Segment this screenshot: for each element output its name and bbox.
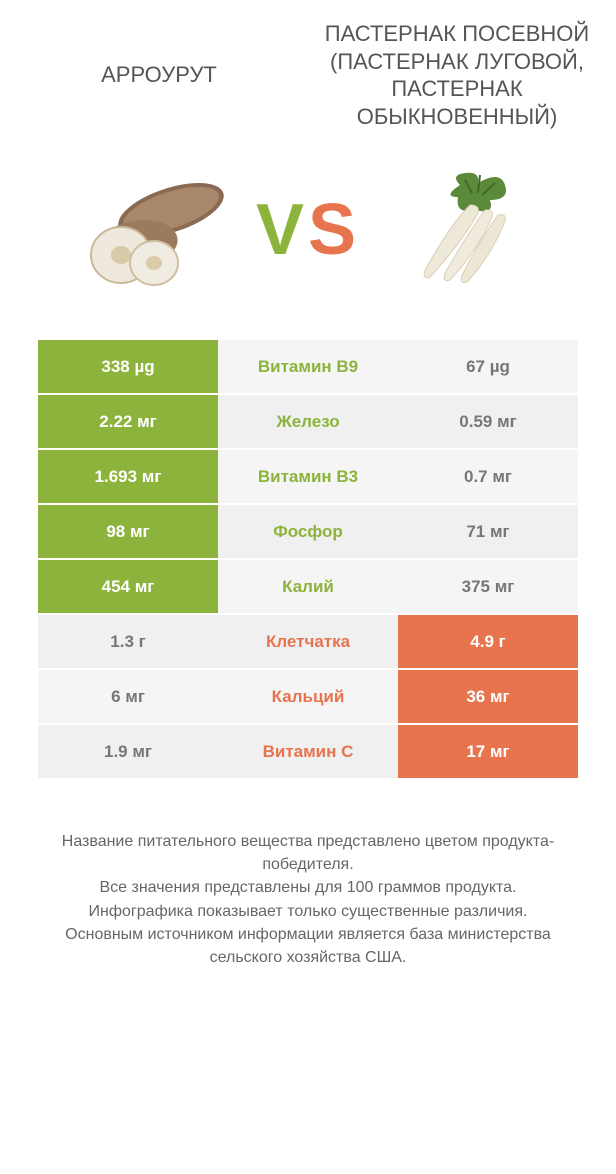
vs-row: VS xyxy=(0,150,616,310)
footnote: Название питательного вещества представл… xyxy=(28,830,588,969)
left-food-image xyxy=(76,150,236,310)
nutrient-name: Витамин C xyxy=(218,725,398,778)
left-value: 1.3 г xyxy=(38,615,218,668)
nutrient-name: Клетчатка xyxy=(218,615,398,668)
right-value: 36 мг xyxy=(398,670,578,723)
table-row: 1.693 мгВитамин B30.7 мг xyxy=(38,450,578,505)
right-value: 67 µg xyxy=(398,340,578,393)
table-row: 1.9 мгВитамин C17 мг xyxy=(38,725,578,780)
footnote-line: Название питательного вещества представл… xyxy=(28,830,588,876)
left-value: 98 мг xyxy=(38,505,218,558)
table-row: 6 мгКальций36 мг xyxy=(38,670,578,725)
nutrient-name: Железо xyxy=(218,395,398,448)
right-value: 375 мг xyxy=(398,560,578,613)
nutrient-name: Витамин B3 xyxy=(218,450,398,503)
right-food-image xyxy=(380,150,540,310)
nutrient-name: Витамин B9 xyxy=(218,340,398,393)
table-row: 1.3 гКлетчатка4.9 г xyxy=(38,615,578,670)
left-value: 454 мг xyxy=(38,560,218,613)
header: АРРОУРУТ ПАСТЕРНАК ПОСЕВНОЙ (ПАСТЕРНАК Л… xyxy=(0,0,616,130)
left-value: 6 мг xyxy=(38,670,218,723)
left-value: 338 µg xyxy=(38,340,218,393)
arrowroot-icon xyxy=(76,165,236,295)
right-value: 4.9 г xyxy=(398,615,578,668)
comparison-table: 338 µgВитамин B967 µg2.22 мгЖелезо0.59 м… xyxy=(38,340,578,780)
left-value: 2.22 мг xyxy=(38,395,218,448)
vs-label: VS xyxy=(256,189,360,271)
right-value: 17 мг xyxy=(398,725,578,778)
header-right: ПАСТЕРНАК ПОСЕВНОЙ (ПАСТЕРНАК ЛУГОВОЙ, П… xyxy=(308,20,606,130)
vs-s: S xyxy=(308,190,360,270)
left-food-title: АРРОУРУТ xyxy=(101,61,217,89)
nutrient-name: Калий xyxy=(218,560,398,613)
parsnip-icon xyxy=(380,165,540,295)
footnote-line: Основным источником информации является … xyxy=(28,923,588,969)
footnote-line: Все значения представлены для 100 граммо… xyxy=(28,876,588,899)
table-row: 98 мгФосфор71 мг xyxy=(38,505,578,560)
footnote-line: Инфографика показывает только существенн… xyxy=(28,900,588,923)
header-left: АРРОУРУТ xyxy=(10,20,308,130)
right-value: 71 мг xyxy=(398,505,578,558)
table-row: 454 мгКалий375 мг xyxy=(38,560,578,615)
nutrient-name: Фосфор xyxy=(218,505,398,558)
table-row: 338 µgВитамин B967 µg xyxy=(38,340,578,395)
right-value: 0.59 мг xyxy=(398,395,578,448)
right-value: 0.7 мг xyxy=(398,450,578,503)
left-value: 1.693 мг xyxy=(38,450,218,503)
table-row: 2.22 мгЖелезо0.59 мг xyxy=(38,395,578,450)
right-food-title: ПАСТЕРНАК ПОСЕВНОЙ (ПАСТЕРНАК ЛУГОВОЙ, П… xyxy=(308,20,606,130)
nutrient-name: Кальций xyxy=(218,670,398,723)
vs-v: V xyxy=(256,190,308,270)
left-value: 1.9 мг xyxy=(38,725,218,778)
